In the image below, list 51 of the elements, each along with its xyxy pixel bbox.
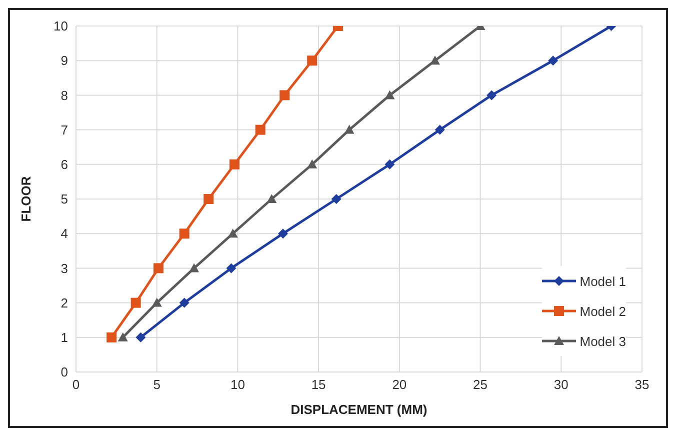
x-axis-title: DISPLACEMENT (MM) xyxy=(290,402,428,417)
point xyxy=(152,298,162,307)
y-axis-title: FLOOR xyxy=(18,176,34,222)
point xyxy=(229,159,240,170)
y-tick-label: 7 xyxy=(60,122,68,138)
x-tick-label: 15 xyxy=(311,377,326,392)
point xyxy=(118,332,128,342)
y-tick-label: 10 xyxy=(54,18,68,34)
point xyxy=(136,332,146,342)
point xyxy=(106,332,117,342)
point xyxy=(331,194,342,204)
point xyxy=(486,90,497,100)
point xyxy=(344,124,354,134)
legend-label: Model 1 xyxy=(580,274,626,288)
point xyxy=(266,194,277,203)
point xyxy=(179,228,190,239)
point xyxy=(189,263,200,272)
point xyxy=(255,124,266,135)
point xyxy=(179,298,190,308)
point xyxy=(278,228,288,239)
x-tick-label: 25 xyxy=(473,377,488,392)
y-tick-label: 4 xyxy=(60,226,68,242)
point xyxy=(548,56,558,66)
x-tick-label: 10 xyxy=(230,377,245,392)
point xyxy=(434,124,445,135)
point xyxy=(384,159,395,170)
y-tick-label: 5 xyxy=(60,192,68,207)
x-tick-label: 5 xyxy=(153,377,160,392)
x-tick-label: 30 xyxy=(554,377,568,392)
x-tick-label: 0 xyxy=(72,377,80,392)
y-tick-label: 6 xyxy=(60,157,68,172)
point xyxy=(430,56,440,65)
y-tick-label: 1 xyxy=(60,330,68,346)
x-tick-label: 35 xyxy=(634,377,650,392)
point xyxy=(204,194,214,204)
y-tick-label: 0 xyxy=(60,364,68,380)
point xyxy=(153,263,164,274)
point xyxy=(280,90,290,100)
legend-label: Model 2 xyxy=(580,304,626,318)
y-tick-label: 2 xyxy=(60,295,68,310)
point xyxy=(130,298,141,308)
x-tick-label: 20 xyxy=(392,377,407,392)
y-tick-label: 9 xyxy=(60,53,68,68)
point xyxy=(228,228,238,238)
point xyxy=(226,263,236,274)
point xyxy=(307,56,318,66)
y-tick-label: 8 xyxy=(60,88,68,103)
legend-label: Model 3 xyxy=(580,334,626,348)
y-tick-label: 3 xyxy=(60,260,68,276)
point xyxy=(307,159,318,168)
point xyxy=(384,90,395,100)
